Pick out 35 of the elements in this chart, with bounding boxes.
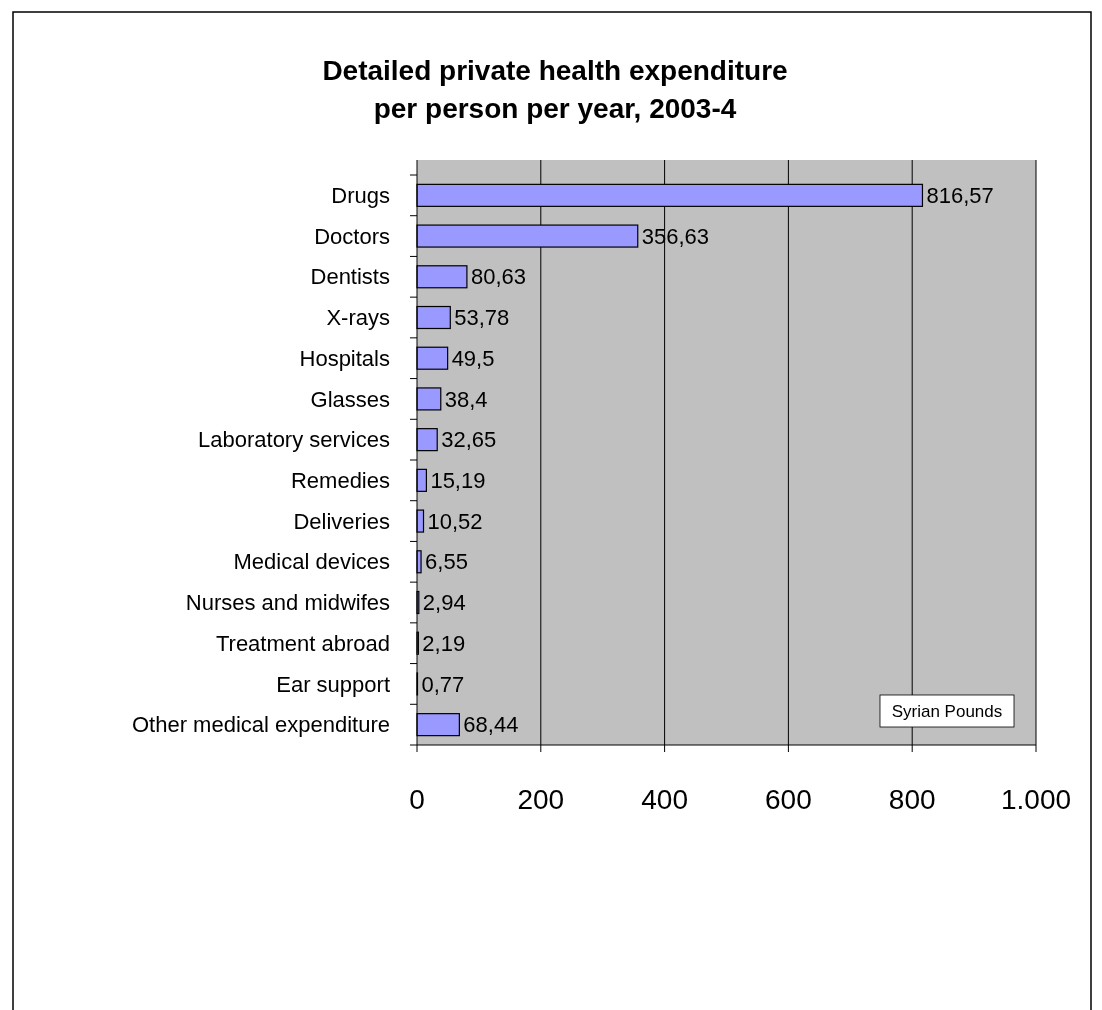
y-tick-label: Hospitals (299, 345, 390, 371)
x-tick-label: 0 (409, 784, 425, 815)
data-label: 2,94 (422, 590, 466, 616)
data-label: 68,44 (463, 712, 519, 738)
y-tick-label: X-rays (326, 305, 390, 331)
data-label: 53,78 (454, 305, 510, 331)
chart-title: Detailed private health expenditure per person per year, 2003-4 (322, 55, 788, 124)
y-tick-label: Ear support (276, 671, 390, 697)
y-tick-label: Deliveries (293, 508, 390, 534)
y-tick-label: Medical devices (233, 549, 390, 575)
y-tick-label: Remedies (290, 468, 390, 494)
data-label: 2,19 (422, 630, 466, 656)
x-tick-label: 800 (888, 784, 936, 815)
y-tick-label: Dentists (310, 264, 390, 290)
data-label: 49,5 (451, 345, 495, 371)
data-label: 10,52 (427, 508, 483, 534)
y-tick-label: Other medical expenditure (131, 712, 390, 738)
x-tick-label: 200 (517, 784, 565, 815)
y-tick-label: Treatment abroad (215, 630, 390, 656)
data-label: 32,65 (441, 427, 497, 453)
y-tick-label: Glasses (310, 386, 390, 412)
data-label: 80,63 (470, 264, 526, 290)
data-label: 38,4 (444, 386, 488, 412)
x-tick-label: 600 (765, 784, 812, 815)
x-tick-label: 1.000 (1000, 784, 1072, 815)
data-label: 0,77 (421, 671, 465, 697)
data-label: 6,55 (425, 549, 468, 575)
y-tick-label: Drugs (331, 183, 390, 209)
y-tick-label: Doctors (314, 223, 390, 249)
data-label: 816,57 (926, 183, 994, 209)
y-tick-label: Nurses and midwifes (185, 590, 390, 616)
y-tick-label: Laboratory services (198, 427, 390, 453)
x-tick-label: 400 (641, 784, 688, 815)
annotation: Syrian Pounds (891, 701, 1003, 721)
data-label: 15,19 (430, 468, 486, 494)
